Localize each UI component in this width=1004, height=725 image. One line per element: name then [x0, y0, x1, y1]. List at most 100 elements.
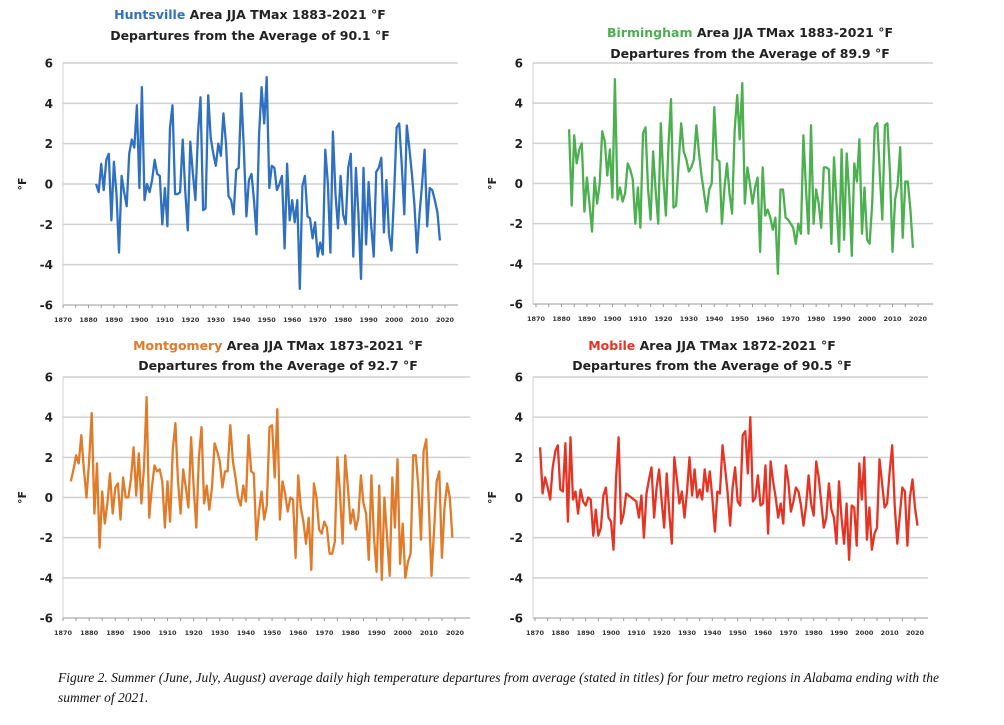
y-tick-label: -2 [510, 217, 523, 231]
x-tick-label: 1960 [756, 315, 775, 323]
chart-title-rest: Area JJA TMax 1883-2021 °F [185, 7, 386, 22]
y-tick-label: -2 [40, 218, 53, 232]
chart-title-city: Huntsville [114, 7, 185, 22]
x-tick-label: 2000 [394, 629, 413, 637]
x-tick-label: 1960 [283, 316, 302, 324]
y-tick-label: 6 [45, 371, 53, 385]
chart-subtitle: Departures from the Average of 90.1 °F [110, 28, 390, 43]
chart-title-city: Mobile [588, 338, 635, 353]
x-tick-label: 1870 [526, 629, 545, 637]
y-tick-label: -6 [510, 298, 523, 312]
x-tick-label: 1950 [258, 316, 277, 324]
y-tick-label: -4 [510, 571, 523, 585]
chart-title-city: Birmingham [607, 25, 693, 40]
x-tick-label: 1990 [830, 629, 849, 637]
x-tick-label: 1930 [680, 315, 699, 323]
x-tick-label: 2000 [855, 629, 874, 637]
chart-title-rest: Area JJA TMax 1872-2021 °F [635, 338, 836, 353]
x-tick-label: 2000 [858, 315, 877, 323]
x-tick-label: 1940 [232, 316, 251, 324]
chart-panel-huntsville: Huntsville Area JJA TMax 1883-2021 °F Dep… [16, 7, 458, 324]
y-tick-label: 0 [45, 491, 53, 505]
x-tick-label: 1940 [705, 315, 724, 323]
x-tick-label: 1970 [782, 315, 801, 323]
figure-caption: Figure 2. Summer (June, July, August) av… [58, 670, 940, 705]
chart-panel-montgomery: Montgomery Area JJA TMax 1873-2021 °F Dep… [16, 338, 470, 637]
x-tick-label: 2010 [420, 629, 439, 637]
y-tick-label: -4 [40, 571, 53, 585]
y-tick-label: 6 [515, 371, 523, 385]
chart-title-city: Montgomery [133, 338, 222, 353]
y-axis-label: °F [16, 491, 29, 504]
x-tick-label: 1950 [731, 315, 750, 323]
series-line-mobile [538, 416, 919, 561]
x-tick-label: 2010 [881, 629, 900, 637]
y-tick-label: -6 [40, 612, 53, 626]
y-tick-label: 0 [45, 178, 53, 192]
y-tick-label: -6 [40, 299, 53, 313]
x-tick-label: 1890 [577, 629, 596, 637]
x-tick-label: 1960 [289, 629, 308, 637]
y-tick-label: 0 [515, 177, 523, 191]
x-tick-label: 2010 [883, 315, 902, 323]
x-tick-label: 1890 [105, 316, 124, 324]
x-tick-label: 1970 [309, 316, 328, 324]
x-tick-label: 1910 [158, 629, 177, 637]
chart-panel-mobile: Mobile Area JJA TMax 1872-2021 °F Departu… [486, 338, 928, 637]
chart-title: Montgomery Area JJA TMax 1873-2021 °F [133, 338, 423, 353]
x-tick-label: 1920 [654, 315, 673, 323]
y-tick-label: 2 [45, 137, 53, 151]
x-tick-label: 1910 [629, 315, 648, 323]
x-tick-label: 1920 [181, 316, 200, 324]
x-tick-label: 1930 [211, 629, 230, 637]
x-tick-label: 1980 [807, 315, 826, 323]
chart-title: Birmingham Area JJA TMax 1883-2021 °F [607, 25, 893, 40]
chart-title: Huntsville Area JJA TMax 1883-2021 °F [114, 7, 386, 22]
chart-title-rest: Area JJA TMax 1883-2021 °F [692, 25, 893, 40]
x-tick-label: 1920 [185, 629, 204, 637]
x-tick-label: 1940 [703, 629, 722, 637]
x-tick-label: 1980 [805, 629, 824, 637]
x-tick-label: 2010 [410, 316, 429, 324]
chart-subtitle: Departures from the Average of 92.7 °F [138, 358, 418, 373]
x-tick-label: 1910 [156, 316, 175, 324]
y-tick-label: 6 [45, 57, 53, 71]
y-tick-label: 2 [515, 137, 523, 151]
x-tick-label: 1870 [54, 629, 73, 637]
x-tick-label: 1950 [729, 629, 748, 637]
chart-title-rest: Area JJA TMax 1873-2021 °F [222, 338, 423, 353]
x-tick-label: 2020 [906, 629, 925, 637]
series-line-montgomery [69, 395, 454, 581]
x-tick-label: 1970 [315, 629, 334, 637]
y-tick-label: 4 [515, 97, 523, 111]
series-line-birmingham [567, 77, 915, 276]
x-tick-label: 1870 [527, 315, 546, 323]
chart-subtitle: Departures from the Average of 89.9 °F [610, 46, 890, 61]
x-tick-label: 1920 [653, 629, 672, 637]
x-tick-label: 1970 [779, 629, 798, 637]
x-tick-label: 1890 [578, 315, 597, 323]
chart-panel-birmingham: Birmingham Area JJA TMax 1883-2021 °F Dep… [486, 25, 933, 323]
x-tick-label: 1900 [602, 629, 621, 637]
x-tick-label: 1880 [80, 629, 99, 637]
x-tick-label: 1900 [132, 629, 151, 637]
x-tick-label: 1990 [833, 315, 852, 323]
x-tick-label: 1930 [207, 316, 226, 324]
x-tick-label: 1900 [130, 316, 149, 324]
y-axis-label: °F [16, 177, 29, 190]
x-tick-label: 1960 [754, 629, 773, 637]
y-tick-label: -4 [40, 258, 53, 272]
x-tick-label: 1990 [368, 629, 387, 637]
y-tick-label: 4 [515, 411, 523, 425]
y-axis-label: °F [486, 177, 499, 190]
series-line-huntsville [95, 75, 442, 291]
x-tick-label: 1980 [334, 316, 353, 324]
y-tick-label: -2 [510, 531, 523, 545]
y-tick-label: -6 [510, 612, 523, 626]
x-tick-label: 2020 [436, 316, 455, 324]
x-tick-label: 1880 [79, 316, 98, 324]
x-tick-label: 1880 [551, 629, 570, 637]
y-axis-label: °F [486, 491, 499, 504]
y-tick-label: -4 [510, 257, 523, 271]
y-tick-label: 4 [45, 411, 53, 425]
